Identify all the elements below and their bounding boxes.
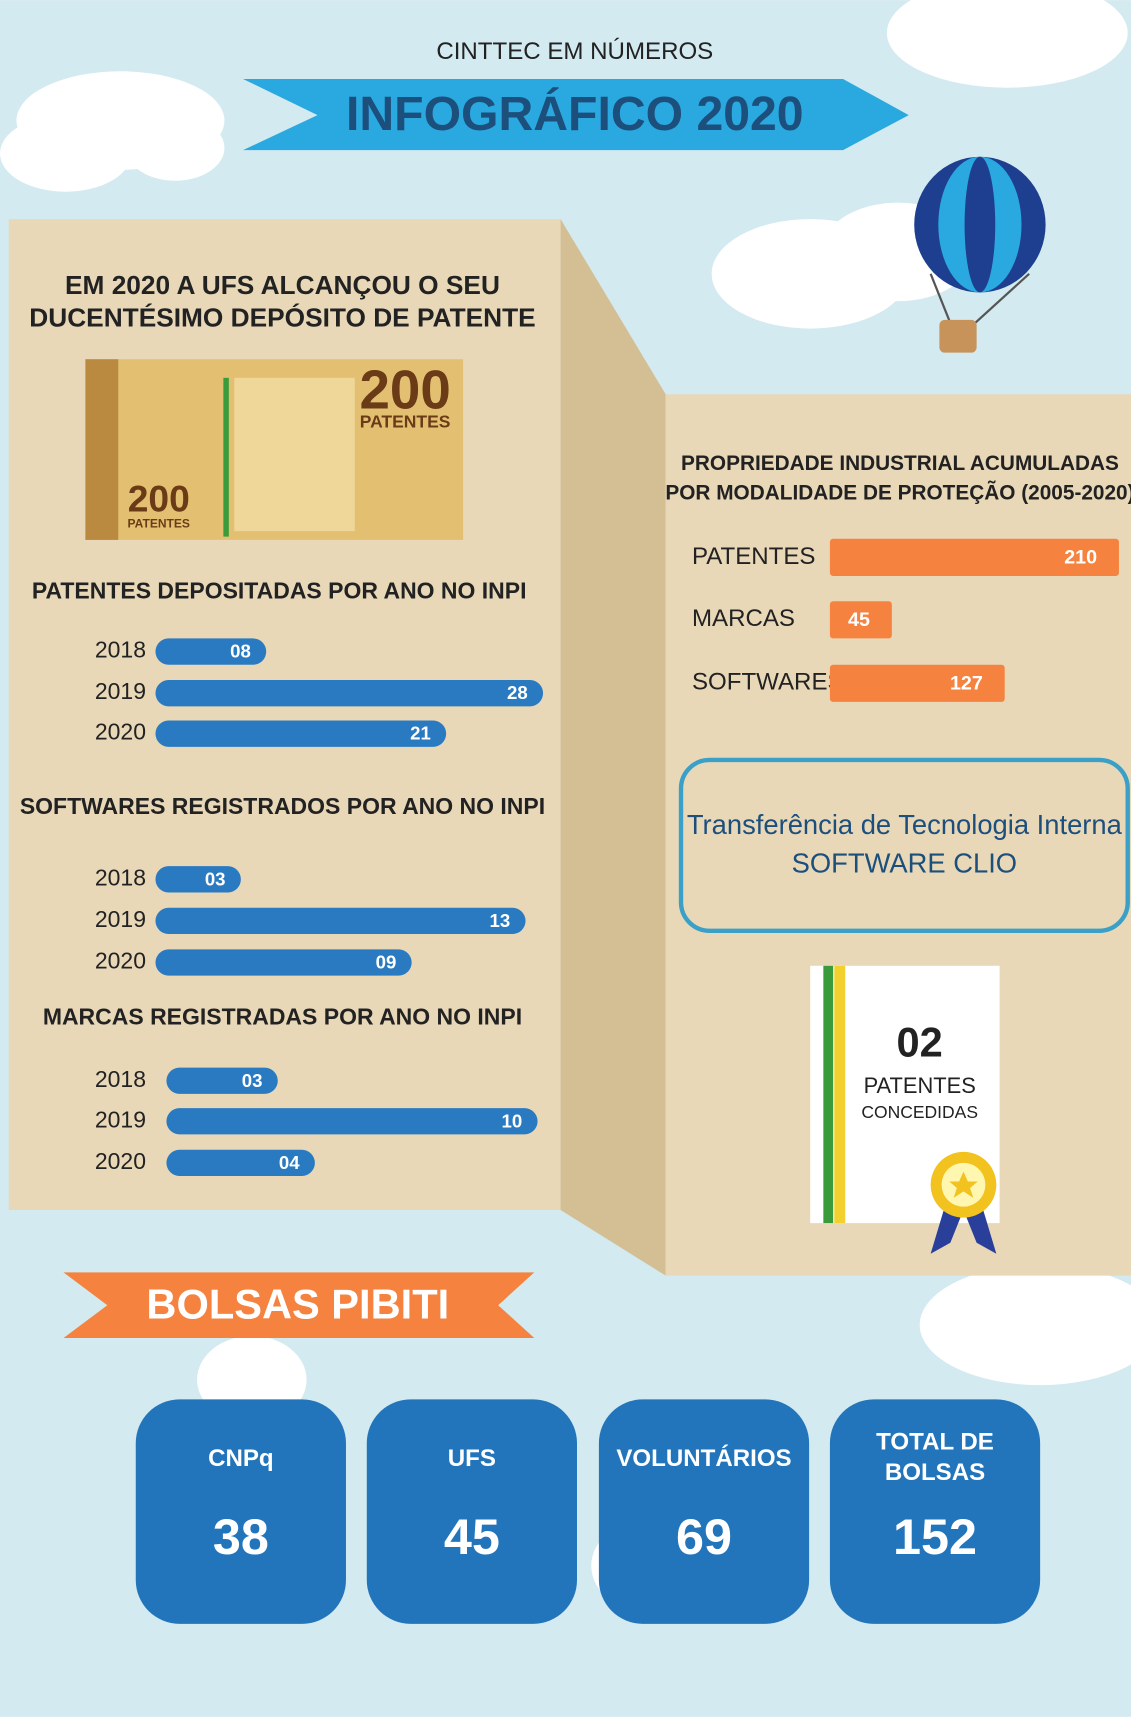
card-label: TOTAL DE — [876, 1429, 994, 1456]
transfer-text: Transferência de Tecnologia Interna — [687, 809, 1123, 840]
chart-title: POR MODALIDADE DE PROTEÇÃO (2005-2020) — [665, 481, 1131, 504]
milestone-title: EM 2020 A UFS ALCANÇOU O SEU — [65, 270, 500, 300]
category-label: 2020 — [95, 948, 146, 974]
card-value: 38 — [213, 1508, 269, 1565]
chart-title: MARCAS REGISTRADAS POR ANO NO INPI — [43, 1003, 522, 1029]
certificate: 02 PATENTES CONCEDIDAS — [810, 966, 999, 1254]
chart-title: SOFTWARES REGISTRADOS POR ANO NO INPI — [20, 793, 545, 819]
bolsas-title: BOLSAS PIBITI — [146, 1280, 449, 1327]
bar — [166, 1108, 537, 1134]
value-label: 04 — [279, 1152, 300, 1173]
certificate-text: CONCEDIDAS — [861, 1102, 978, 1122]
card-label: UFS — [448, 1445, 496, 1472]
value-label: 08 — [230, 641, 251, 662]
certificate-text: PATENTES — [864, 1073, 976, 1098]
value-label: 13 — [490, 910, 511, 931]
bar — [155, 949, 411, 975]
certificate-number: 02 — [897, 1019, 943, 1066]
bar — [155, 866, 240, 892]
value-label: 45 — [848, 609, 870, 631]
bar — [155, 908, 525, 934]
category-label: 2020 — [95, 719, 146, 745]
image-text: PATENTES — [128, 517, 190, 531]
bar — [155, 721, 446, 747]
category-label: 2019 — [95, 678, 146, 704]
value-label: 21 — [410, 723, 431, 744]
panel-fold — [561, 219, 666, 1276]
bar — [155, 680, 543, 706]
category-label: 2019 — [95, 906, 146, 932]
kicker: CINTTEC EM NÚMEROS — [436, 38, 713, 65]
card-label: CNPq — [208, 1445, 274, 1472]
milestone-image: 200 PATENTES 200 PATENTES — [85, 359, 463, 540]
category-label: 2019 — [95, 1106, 146, 1132]
chart-title: PATENTES DEPOSITADAS POR ANO NO INPI — [32, 578, 527, 604]
category-label: 2018 — [95, 864, 146, 890]
milestone-title: DUCENTÉSIMO DEPÓSITO DE PATENTE — [29, 303, 535, 333]
image-text: 200 — [128, 477, 190, 519]
category-label: SOFTWARES — [692, 669, 844, 696]
infographic: CINTTEC EM NÚMEROS INFOGRÁFICO 2020 EM 2… — [0, 0, 1131, 1717]
page: CINTTEC EM NÚMEROS INFOGRÁFICO 2020 EM 2… — [0, 0, 1131, 1717]
category-label: MARCAS — [692, 605, 795, 632]
value-label: 127 — [950, 673, 983, 695]
card-value: 152 — [893, 1508, 977, 1565]
value-label: 10 — [502, 1110, 523, 1131]
value-label: 03 — [242, 1070, 263, 1091]
image-text: PATENTES — [360, 411, 451, 431]
category-label: PATENTES — [692, 543, 816, 570]
card-value: 69 — [676, 1508, 732, 1565]
value-label: 03 — [205, 868, 226, 889]
card-value: 45 — [444, 1508, 500, 1565]
value-label: 28 — [507, 682, 528, 703]
transfer-text: SOFTWARE CLIO — [792, 847, 1017, 878]
card-label: BOLSAS — [885, 1459, 985, 1486]
card-label: VOLUNTÁRIOS — [616, 1444, 791, 1472]
value-label: 210 — [1064, 547, 1097, 569]
category-label: 2020 — [95, 1148, 146, 1174]
value-label: 09 — [376, 952, 397, 973]
chart-title: PROPRIEDADE INDUSTRIAL ACUMULADAS — [681, 452, 1119, 475]
category-label: 2018 — [95, 1066, 146, 1092]
main-title: INFOGRÁFICO 2020 — [346, 87, 804, 141]
category-label: 2018 — [95, 637, 146, 663]
